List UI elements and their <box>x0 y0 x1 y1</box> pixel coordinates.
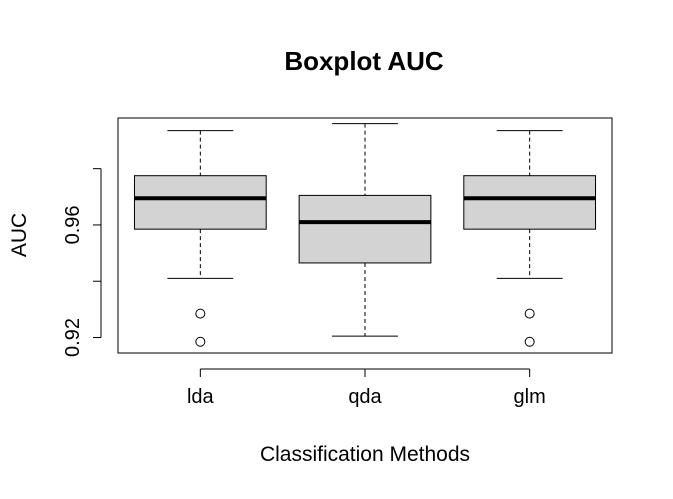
x-axis: lda qda glm <box>187 368 546 408</box>
y-tick-label: 0.92 <box>62 318 84 357</box>
box-glm <box>463 130 597 347</box>
outlier-point <box>524 336 535 347</box>
box-lda <box>133 130 267 347</box>
x-axis-label: Classification Methods <box>260 443 470 466</box>
outlier-point <box>524 308 535 319</box>
box-iqr <box>133 175 267 230</box>
x-tick-label: lda <box>187 386 215 408</box>
outlier-point <box>195 308 206 319</box>
y-axis-label: AUC <box>8 213 31 257</box>
x-tick-label: qda <box>348 386 382 408</box>
box-iqr <box>463 175 597 230</box>
y-axis: 0.92 0.96 <box>62 168 102 357</box>
plot-frame <box>117 117 613 354</box>
y-tick-label: 0.96 <box>62 205 84 244</box>
outlier-point <box>195 336 206 347</box>
box-series <box>133 123 597 347</box>
box-iqr <box>298 194 432 264</box>
box-qda <box>298 123 432 337</box>
x-tick-label: glm <box>514 386 546 408</box>
chart-title: Boxplot AUC <box>284 46 444 76</box>
